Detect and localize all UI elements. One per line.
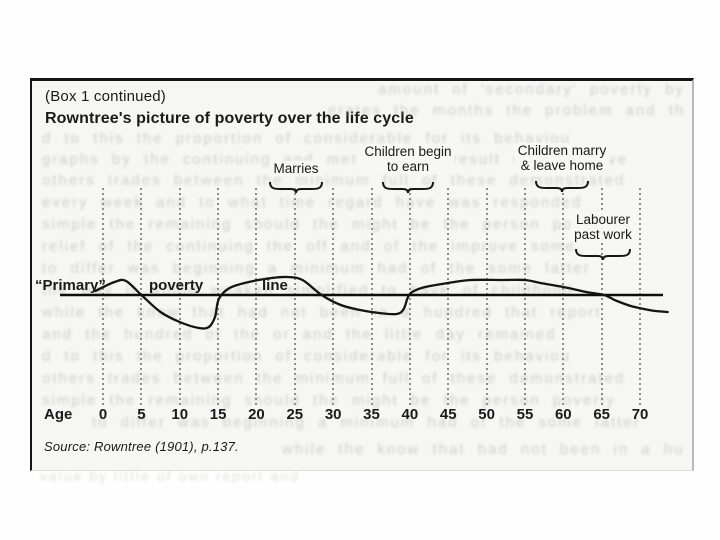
age-gridline	[370, 188, 373, 405]
age-gridline	[600, 188, 603, 405]
brace-icon	[269, 181, 323, 194]
age-gridline	[562, 188, 565, 405]
poverty-cycle-chart	[60, 275, 669, 330]
event-annotation: Children begin to earn	[361, 144, 455, 174]
life-cycle-curve	[94, 275, 669, 330]
bleedthrough-line: while the know that had not been in a hu…	[282, 441, 682, 458]
brace-icon	[575, 248, 631, 261]
age-gridline	[178, 188, 181, 405]
age-tick-label: 30	[324, 406, 342, 423]
bleedthrough-line: to differ was beginning a minimum had of…	[92, 414, 641, 431]
event-annotation: Children marry & leave home	[514, 143, 610, 173]
box-continuation-tag: (Box 1 continued)	[45, 88, 166, 105]
age-tick-label: 70	[631, 406, 649, 423]
poverty-line-label-line: line	[262, 277, 288, 294]
event-annotation-line: Labourer	[575, 212, 631, 227]
figure-box: (Box 1 continued) Rowntree's picture of …	[30, 78, 694, 471]
event-annotation-line: past work	[574, 227, 632, 242]
age-gridline	[102, 188, 104, 405]
event-annotation: Labourer past work	[571, 212, 635, 242]
bleedthrough-line-outside: value by little of own report and	[40, 468, 300, 484]
poverty-line-label-primary: “Primary”	[35, 277, 106, 294]
bleedthrough-line: others trades between the minimum full o…	[42, 172, 626, 189]
age-tick-label: 50	[478, 406, 495, 423]
age-tick-label: 40	[401, 406, 419, 423]
age-gridline	[485, 188, 488, 405]
bleedthrough-line: simple the remaining should the might be…	[42, 392, 616, 409]
age-tick-label: 10	[171, 406, 189, 423]
age-tick-label: 45	[439, 406, 457, 423]
age-gridline	[255, 188, 258, 405]
event-annotation-line: Children marry	[517, 143, 607, 158]
age-gridline	[293, 188, 296, 405]
age-tick-label: 20	[248, 406, 265, 423]
bleedthrough-line: d to this the proportion of considerable…	[42, 130, 572, 147]
age-gridline	[408, 188, 411, 405]
brace-icon	[535, 180, 589, 193]
bleedthrough-line: while the know that had not been in a hu…	[42, 304, 602, 321]
age-tick-label: 60	[554, 406, 572, 423]
age-tick-label: 0	[98, 406, 108, 423]
event-annotation-line: & leave home	[520, 158, 604, 173]
source-note: Source: Rowntree (1901), p.137.	[44, 439, 239, 454]
age-gridline	[332, 188, 335, 405]
age-tick-label: 5	[137, 406, 146, 423]
bleedthrough-line: relief of the continuing the off and of …	[42, 238, 576, 255]
age-gridline	[639, 188, 642, 405]
age-tick-label: 15	[209, 406, 227, 423]
age-tick-label: 35	[363, 406, 380, 423]
event-annotation-line: to earn	[386, 159, 430, 174]
poverty-line-label-poverty: poverty	[149, 277, 204, 294]
figure-title: Rowntree's picture of poverty over the l…	[45, 110, 414, 127]
bleedthrough-line: and the hundred of the or and the little…	[42, 326, 557, 343]
bleedthrough-line: graphs by the continuing and met and the…	[42, 151, 629, 168]
bleedthrough-line: every week and to what time regard have …	[42, 194, 583, 211]
bleedthrough-line: erates the months the problem and the we…	[328, 102, 686, 119]
age-tick-label: 25	[286, 406, 304, 423]
bleedthrough-line: d to this the proportion of considerable…	[42, 348, 572, 365]
bleedthrough-line: simple the remaining should the might be…	[42, 216, 616, 233]
age-gridline	[447, 188, 450, 405]
bleedthrough-line: amount of 'secondary' poverty by direct …	[378, 81, 686, 98]
age-gridline	[217, 188, 220, 405]
age-axis-label: Age	[44, 406, 73, 423]
event-annotation-line: Marries	[273, 161, 319, 176]
event-annotation-line: Children begin	[364, 144, 452, 159]
age-tick-label: 55	[516, 406, 534, 423]
age-tick-label: 65	[593, 406, 611, 423]
brace-icon	[382, 181, 434, 194]
event-annotation: Marries	[270, 161, 322, 176]
bleedthrough-line: to differ was beginning a minimum had of…	[42, 260, 591, 277]
age-gridline	[523, 188, 526, 405]
